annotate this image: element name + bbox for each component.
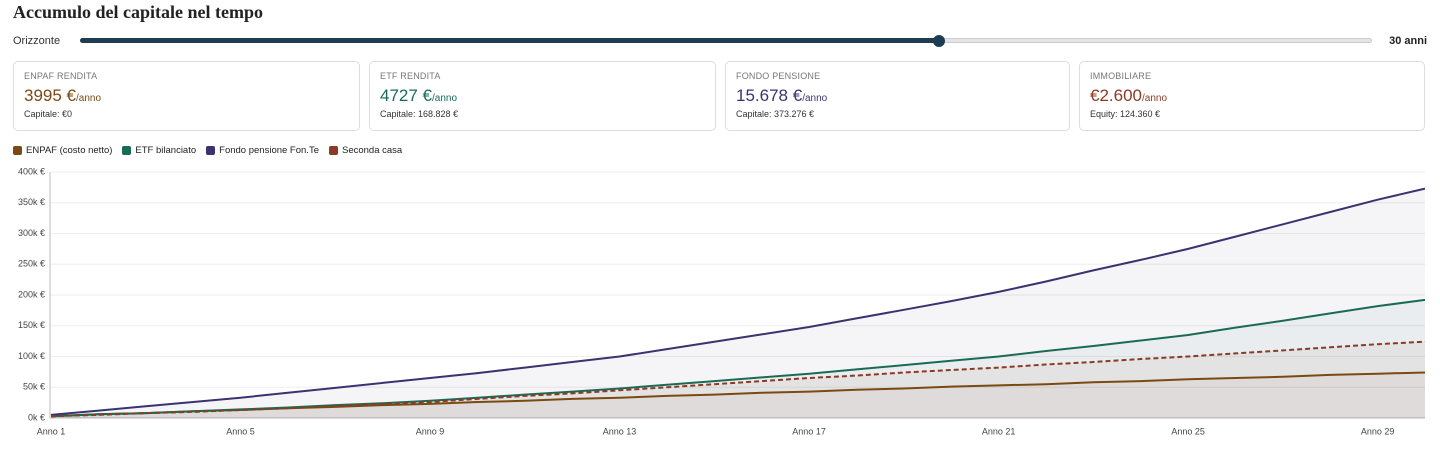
legend-item: Seconda casa xyxy=(328,145,403,156)
y-tick-label: 0k € xyxy=(28,412,45,422)
slider-knob[interactable] xyxy=(933,35,945,47)
card-unit: /anno xyxy=(432,93,458,104)
card-value-row: 4727 €/anno xyxy=(380,86,705,106)
legend-swatch xyxy=(206,146,216,155)
x-tick-label: Anno 29 xyxy=(1361,426,1395,436)
legend-item: ENPAF (costo netto) xyxy=(13,145,112,156)
card-label: FONDO PENSIONE xyxy=(736,71,821,81)
legend-swatch xyxy=(13,146,22,155)
legend-label: Seconda casa xyxy=(341,145,403,156)
card-value: 4727 € xyxy=(380,86,432,105)
card-capital: Capitale: 168.828 € xyxy=(380,109,459,119)
stat-card: FONDO PENSIONE 15.678 €/anno Capitale: 373… xyxy=(725,61,1070,131)
legend-label: Fondo pensione Fon.Te xyxy=(219,145,319,156)
y-tick-label: 350k € xyxy=(18,197,45,207)
slider-label: Orizzonte xyxy=(13,35,61,47)
series-line xyxy=(50,187,1426,416)
area xyxy=(51,372,1425,418)
card-value: 15.678 € xyxy=(736,86,803,105)
y-tick-label: 200k € xyxy=(18,289,45,299)
legend-item: ETF bilanciato xyxy=(122,145,196,156)
legend-label: ENPAF (costo netto) xyxy=(26,145,113,156)
slider-value: 30 anni xyxy=(1389,35,1427,47)
legend-label: ETF bilanciato xyxy=(135,145,197,156)
x-tick-label: Anno 1 xyxy=(37,426,66,436)
stat-card: ENPAF RENDITA 3995 €/anno Capitale: €0 xyxy=(13,61,360,131)
card-label: ETF RENDITA xyxy=(380,71,441,81)
x-tick-label: Anno 25 xyxy=(1171,426,1205,436)
card-value: 3995 € xyxy=(24,86,76,105)
y-tick-label: 150k € xyxy=(18,320,45,330)
area xyxy=(51,188,1425,418)
area xyxy=(51,299,1425,418)
legend-swatch xyxy=(328,146,338,155)
x-tick-label: Anno 13 xyxy=(603,426,637,436)
card-value-row: 3995 €/anno xyxy=(24,86,349,106)
y-tick-label: 300k € xyxy=(18,228,45,238)
x-tick-label: Anno 5 xyxy=(226,426,255,436)
card-value-row: €2.600/anno xyxy=(1090,86,1414,106)
y-tick-label: 50k € xyxy=(23,382,45,392)
card-value: €2.600 xyxy=(1090,86,1142,105)
x-tick-label: Anno 9 xyxy=(416,426,445,436)
slider-fill xyxy=(80,38,940,43)
card-unit: /anno xyxy=(802,93,828,104)
legend-item: Fondo pensione Fon.Te xyxy=(206,145,319,156)
legend: ENPAF (costo netto) ETF bilanciato Fondo p… xyxy=(13,145,402,156)
stat-card: ETF RENDITA 4727 €/anno Capitale: 168.828 … xyxy=(369,61,716,131)
card-capital: Capitale: 373.276 € xyxy=(736,109,815,119)
stat-card: IMMOBILIARE €2.600/anno Equity: 124.360 € xyxy=(1079,61,1425,131)
y-tick-label: 400k € xyxy=(18,166,45,176)
card-capital: Capitale: €0 xyxy=(24,109,73,119)
y-tick-label: 100k € xyxy=(18,351,45,361)
card-capital: Equity: 124.360 € xyxy=(1090,109,1161,119)
card-unit: /anno xyxy=(1142,93,1168,104)
x-tick-label: Anno 21 xyxy=(982,426,1016,436)
card-label: ENPAF RENDITA xyxy=(24,71,98,81)
series-line xyxy=(50,340,1426,418)
card-unit: /anno xyxy=(76,93,102,104)
card-value-row: 15.678 €/anno xyxy=(736,86,1059,106)
card-label: IMMOBILIARE xyxy=(1090,71,1152,81)
x-tick-label: Anno 17 xyxy=(792,426,826,436)
series-line xyxy=(50,298,1426,418)
title: Accumulo del capitale nel tempo xyxy=(13,2,263,22)
area xyxy=(51,341,1425,418)
legend-swatch xyxy=(122,146,132,155)
y-tick-label: 250k € xyxy=(18,259,45,269)
